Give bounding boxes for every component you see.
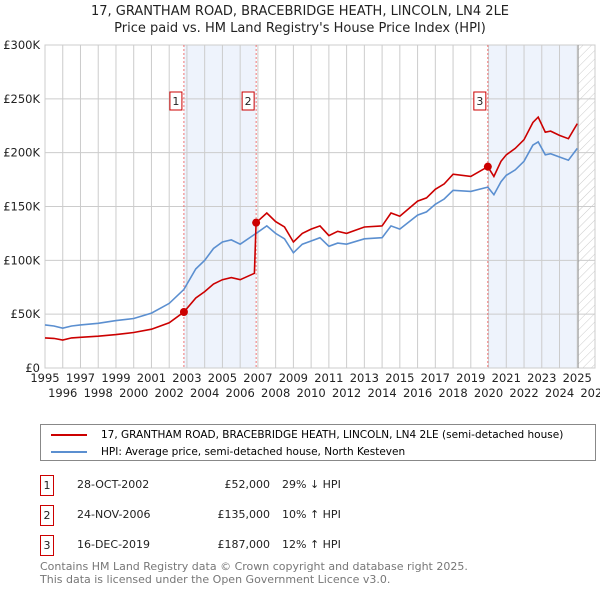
hpi-line <box>44 140 578 330</box>
sale-marker-box <box>473 91 487 111</box>
sale-marker-box <box>169 91 183 111</box>
sale-marker-label: 1 <box>172 95 179 108</box>
y-tick-label: £100K <box>3 253 40 267</box>
hpi-diff: 29% ↓ HPI <box>282 478 341 491</box>
x-tick-label: 2003 <box>172 371 201 385</box>
x-tick-label: 2010 <box>296 386 325 400</box>
hpi-diff: 10% ↑ HPI <box>282 508 341 521</box>
x-tick-label: 2022 <box>509 386 538 400</box>
x-tick-label: 1996 <box>48 386 77 400</box>
sale-point <box>179 308 188 317</box>
y-tick-label: £150K <box>3 200 40 214</box>
x-tick-label: 2004 <box>190 386 219 400</box>
footer-licence: This data is licensed under the Open Gov… <box>40 573 391 586</box>
sale-marker-label: 2 <box>245 95 252 108</box>
sale-date: 24-NOV-2006 <box>77 508 151 521</box>
x-tick-label: 2005 <box>208 371 237 385</box>
property-price-line <box>44 115 578 341</box>
sale-marker-box <box>241 91 255 111</box>
x-tick-label: 2001 <box>137 371 166 385</box>
x-tick-label: 2023 <box>527 371 556 385</box>
legend-hpi: HPI: Average price, semi-detached house,… <box>101 446 406 458</box>
sale-price: £52,000 <box>224 478 271 491</box>
red-line-swatch <box>51 434 87 436</box>
legend: 17, GRANTHAM ROAD, BRACEBRIDGE HEATH, LI… <box>40 424 596 461</box>
x-tick-label: 2002 <box>155 386 184 400</box>
x-tick-label: 2012 <box>332 386 361 400</box>
x-tick-label: 2000 <box>119 386 148 400</box>
x-tick-label: 1999 <box>101 371 130 385</box>
x-tick-label: 2018 <box>438 386 467 400</box>
chart-subtitle: Price paid vs. HM Land Registry's House … <box>114 21 486 36</box>
chart-title: 17, GRANTHAM ROAD, BRACEBRIDGE HEATH, LI… <box>90 4 510 19</box>
x-tick-label: 1998 <box>84 386 113 400</box>
x-tick-label: 2015 <box>385 371 414 385</box>
x-tick-label: 2011 <box>314 371 343 385</box>
sale-price: £187,000 <box>217 538 271 551</box>
x-tick-label: 2014 <box>367 386 396 400</box>
x-tick-label: 1997 <box>66 371 95 385</box>
x-tick-label: 2021 <box>492 371 521 385</box>
x-tick-label: 2017 <box>421 371 450 385</box>
sale-date: 28-OCT-2002 <box>77 478 150 491</box>
x-tick-label: 2008 <box>261 386 290 400</box>
x-tick-label: 2026 <box>580 386 600 400</box>
x-tick-label: 2024 <box>545 386 574 400</box>
y-tick-label: £250K <box>3 92 40 106</box>
sale-price: £135,000 <box>217 508 271 521</box>
marker-badge: 2 <box>40 505 54 526</box>
y-tick-label: £200K <box>3 146 40 160</box>
marker-badge: 1 <box>40 475 54 496</box>
y-tick-label: £300K <box>3 38 40 52</box>
price-chart: 1995199619971998199920002001200220032004… <box>3 38 600 400</box>
x-tick-label: 1995 <box>30 371 59 385</box>
sale-point <box>483 162 492 171</box>
y-tick-label: £50K <box>11 307 41 321</box>
blue-line-swatch <box>51 451 87 453</box>
sale-marker-label: 3 <box>476 95 483 108</box>
x-tick-label: 2013 <box>350 371 379 385</box>
plot-border <box>44 44 596 369</box>
x-tick-label: 2025 <box>563 371 592 385</box>
x-tick-label: 2006 <box>226 386 255 400</box>
x-tick-label: 2019 <box>456 371 485 385</box>
sale-point <box>252 218 261 227</box>
x-tick-label: 2007 <box>243 371 272 385</box>
x-tick-label: 2016 <box>403 386 432 400</box>
legend-property: 17, GRANTHAM ROAD, BRACEBRIDGE HEATH, LI… <box>101 429 564 441</box>
y-tick-label: £0 <box>25 361 40 375</box>
x-tick-label: 2009 <box>279 371 308 385</box>
marker-badge: 3 <box>40 535 54 556</box>
footer-copyright: Contains HM Land Registry data © Crown c… <box>40 560 468 573</box>
hpi-diff: 12% ↑ HPI <box>282 538 341 551</box>
sale-date: 16-DEC-2019 <box>77 538 151 551</box>
x-tick-label: 2020 <box>474 386 503 400</box>
